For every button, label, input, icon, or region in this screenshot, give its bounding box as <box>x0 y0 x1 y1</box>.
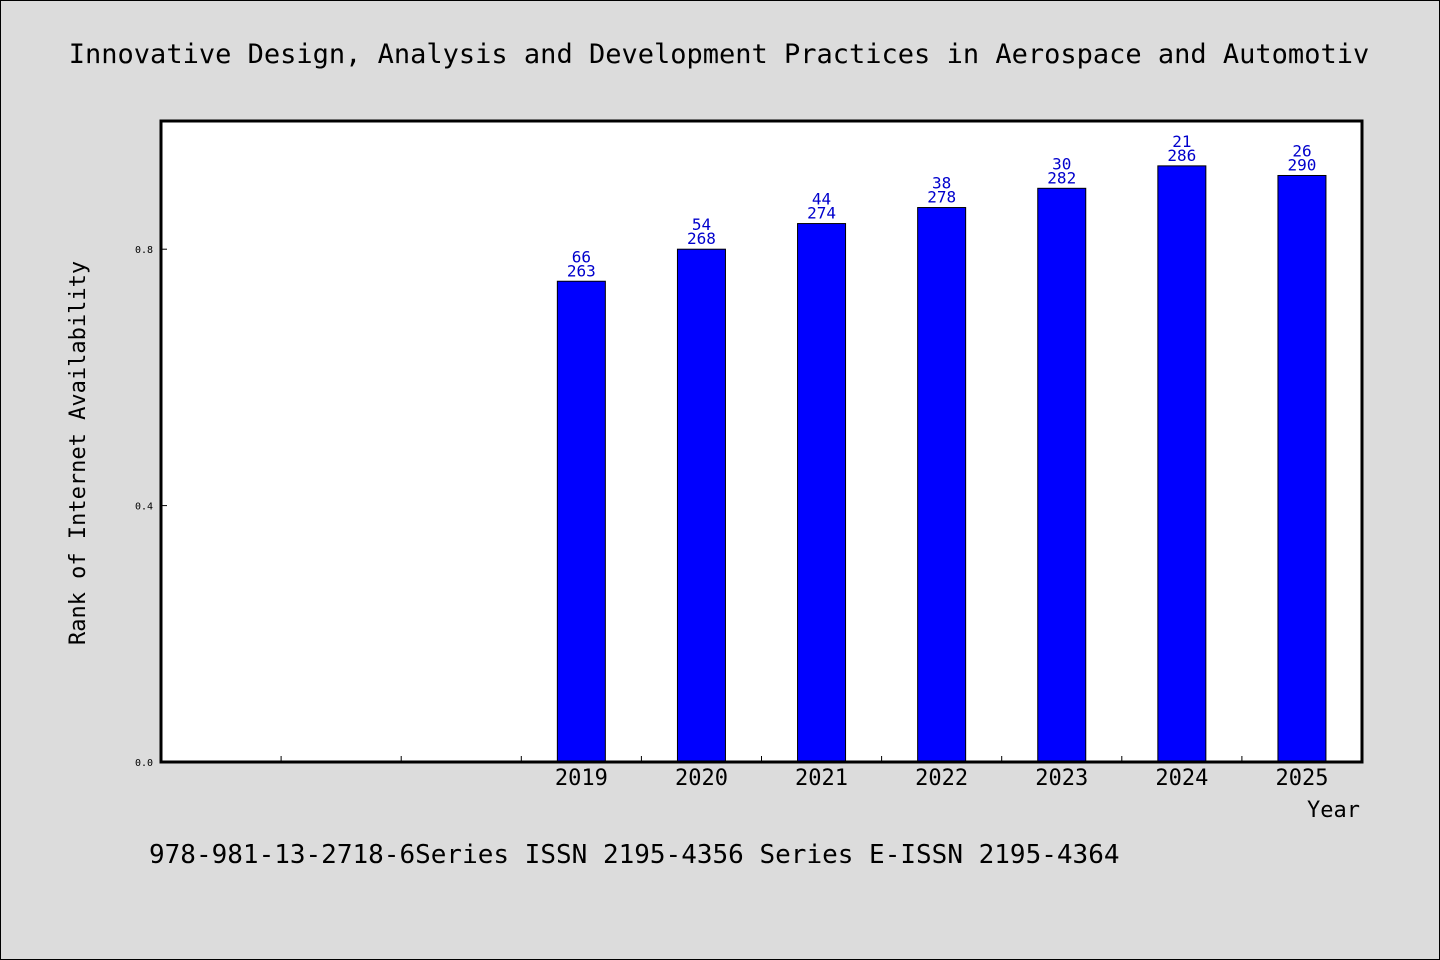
footer-issn-text: 978-981-13-2718-6Series ISSN 2195-4356 S… <box>149 840 1120 870</box>
y-tick-label: 0.8 <box>135 245 153 256</box>
data-label-bottom: 286 <box>1167 146 1196 165</box>
bar-2025 <box>1277 174 1327 763</box>
plot-frame <box>159 119 1364 764</box>
bar-2024 <box>1157 165 1207 763</box>
data-label-top: 26 <box>1292 141 1311 160</box>
x-tick-label: 2022 <box>915 766 968 791</box>
x-tick-label: 2021 <box>795 766 848 791</box>
data-label-bottom: 268 <box>687 229 716 248</box>
bar-2021 <box>797 223 847 763</box>
y-tick-label: 0.0 <box>135 758 153 769</box>
data-label-top: 21 <box>1172 132 1191 151</box>
x-ticks-layer: 2019 2020 2021 2022 2023 2024 2025 <box>280 756 1328 791</box>
data-label-bottom: 263 <box>567 261 596 280</box>
y-axis-label: Rank of Internet Availability <box>66 261 91 645</box>
data-label-top: 54 <box>692 215 711 234</box>
bar-2023 <box>1037 187 1087 763</box>
bar-2020 <box>676 248 726 763</box>
bar-2022 <box>917 207 967 763</box>
data-label-bottom: 282 <box>1047 168 1076 187</box>
data-label-top: 66 <box>572 247 591 266</box>
x-tick-label: 2020 <box>675 766 728 791</box>
data-label-top: 30 <box>1052 154 1071 173</box>
data-label-top: 44 <box>812 190 831 209</box>
x-tick-label: 2023 <box>1035 766 1088 791</box>
x-axis-label: Year <box>1307 798 1360 823</box>
x-tick-label: 2019 <box>555 766 608 791</box>
bar-2019 <box>556 280 606 763</box>
x-tick-label: 2024 <box>1155 766 1208 791</box>
x-tick-label: 2025 <box>1275 766 1328 791</box>
data-label-bottom: 274 <box>807 204 836 223</box>
data-label-bottom: 278 <box>927 188 956 207</box>
bars-layer <box>556 165 1327 763</box>
chart-title: Innovative Design, Analysis and Developm… <box>69 39 1369 70</box>
data-label-bottom: 290 <box>1287 155 1316 174</box>
y-tick-label: 0.4 <box>135 502 153 513</box>
data-label-top: 38 <box>932 174 951 193</box>
